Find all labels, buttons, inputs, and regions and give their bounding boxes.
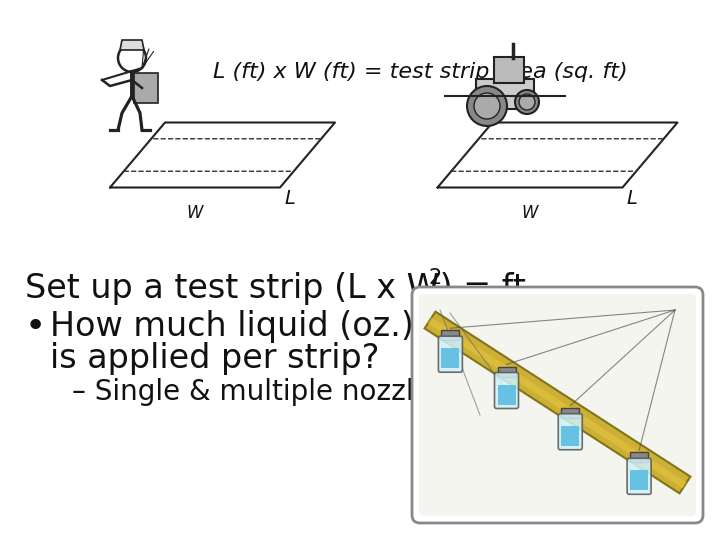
FancyBboxPatch shape bbox=[562, 426, 580, 445]
FancyBboxPatch shape bbox=[495, 373, 518, 408]
Circle shape bbox=[467, 86, 507, 126]
Circle shape bbox=[474, 93, 500, 119]
FancyBboxPatch shape bbox=[498, 367, 516, 376]
Polygon shape bbox=[120, 40, 144, 50]
Circle shape bbox=[519, 94, 535, 110]
FancyBboxPatch shape bbox=[558, 414, 582, 450]
FancyBboxPatch shape bbox=[438, 336, 462, 372]
Text: – Single & multiple nozzles: – Single & multiple nozzles bbox=[72, 378, 445, 406]
FancyBboxPatch shape bbox=[627, 458, 651, 494]
Text: W: W bbox=[522, 204, 539, 221]
FancyBboxPatch shape bbox=[476, 79, 534, 109]
Text: L: L bbox=[284, 190, 295, 208]
Circle shape bbox=[515, 90, 539, 114]
FancyBboxPatch shape bbox=[630, 453, 648, 462]
FancyBboxPatch shape bbox=[419, 294, 696, 516]
Polygon shape bbox=[428, 318, 687, 488]
Polygon shape bbox=[425, 312, 690, 494]
FancyBboxPatch shape bbox=[412, 287, 703, 523]
Text: W: W bbox=[186, 204, 203, 221]
FancyBboxPatch shape bbox=[562, 408, 580, 418]
FancyBboxPatch shape bbox=[630, 470, 648, 490]
FancyBboxPatch shape bbox=[498, 384, 516, 404]
Text: •: • bbox=[25, 310, 46, 344]
FancyBboxPatch shape bbox=[441, 348, 459, 368]
Text: is applied per strip?: is applied per strip? bbox=[50, 342, 379, 375]
Text: Set up a test strip (L x W) = ft: Set up a test strip (L x W) = ft bbox=[25, 272, 526, 305]
Text: How much liquid (oz.): How much liquid (oz.) bbox=[50, 310, 414, 343]
Text: L (ft) x W (ft) = test strip area (sq. ft): L (ft) x W (ft) = test strip area (sq. f… bbox=[212, 62, 627, 82]
Text: L: L bbox=[626, 190, 637, 208]
FancyBboxPatch shape bbox=[134, 73, 158, 103]
FancyBboxPatch shape bbox=[494, 57, 524, 83]
Text: 2: 2 bbox=[428, 268, 441, 288]
FancyBboxPatch shape bbox=[441, 330, 459, 340]
